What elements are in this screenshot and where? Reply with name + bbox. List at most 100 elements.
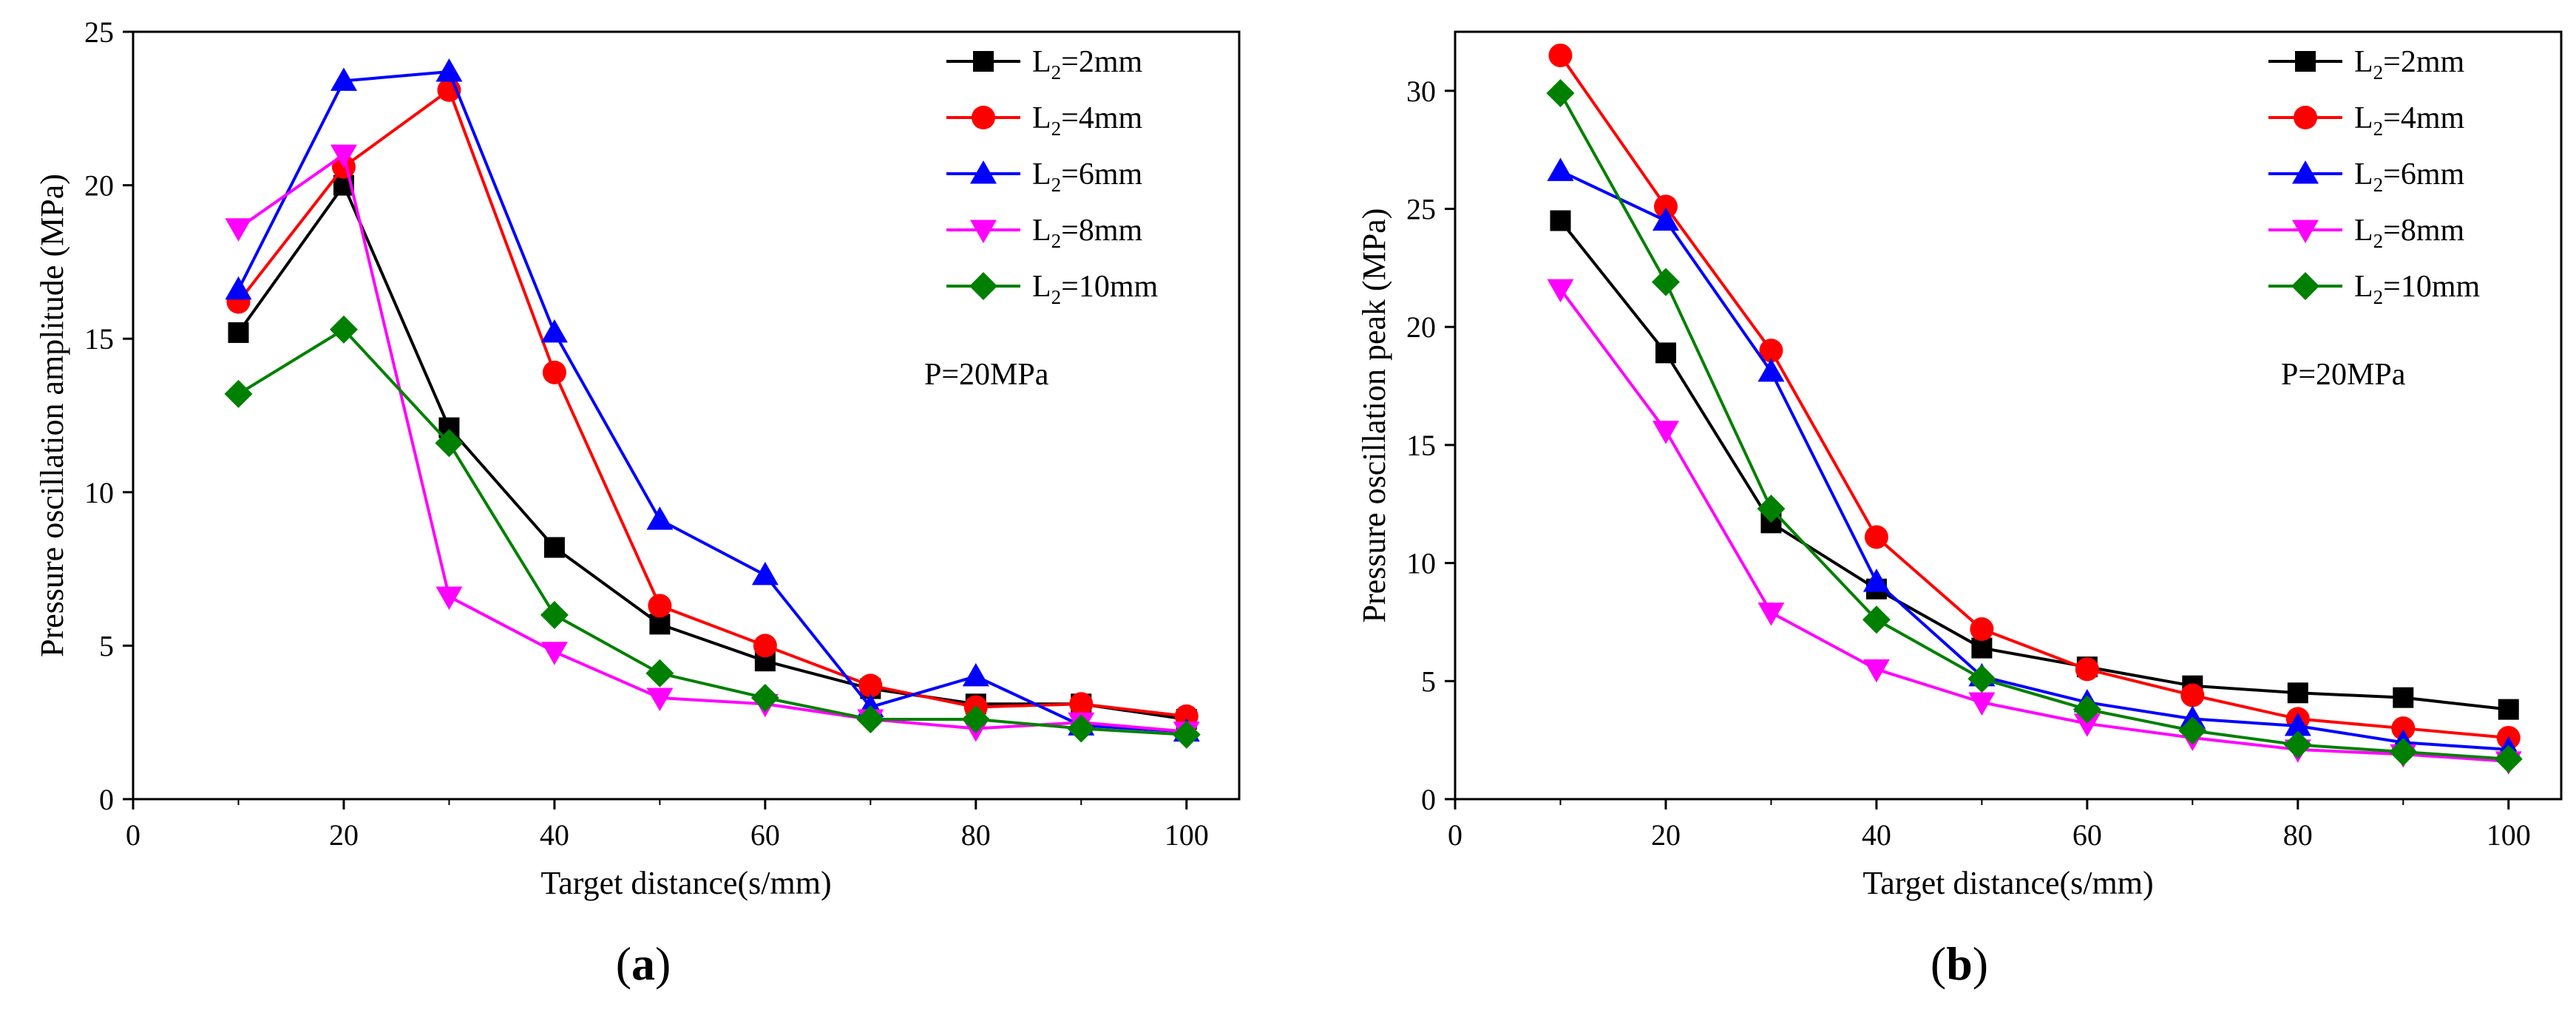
- legend-label-main: L: [2354, 101, 2373, 135]
- legend-label: L2=6mm: [1032, 157, 1143, 196]
- data-point: [2072, 695, 2101, 724]
- legend-label-main: L: [1032, 157, 1051, 191]
- data-point: [435, 58, 463, 82]
- data-point: [228, 322, 249, 343]
- y-axis-title: Pressure oscillation peak (MPa): [1356, 208, 1392, 623]
- data-point: [2287, 682, 2308, 704]
- panel-label: (b): [1931, 937, 1988, 990]
- legend-label-rest: =8mm: [2383, 214, 2464, 248]
- data-point: [2075, 657, 2099, 682]
- legend-label-rest: =2mm: [2383, 45, 2464, 79]
- data-point: [435, 586, 463, 610]
- legend-marker: [2292, 220, 2319, 243]
- x-tick-label: 0: [126, 818, 140, 852]
- legend-entry: L2=10mm: [2268, 270, 2481, 308]
- series-line: [237, 182, 1187, 722]
- series-line: [1559, 220, 2509, 711]
- plot-frame: [1454, 30, 2563, 801]
- legend-label-main: L: [2354, 157, 2373, 191]
- pressure-annotation: P=20MPa: [924, 358, 1049, 392]
- y-tick-label: 5: [1421, 665, 1436, 698]
- legend-label-main: L: [2354, 45, 2373, 79]
- legend-label-main: L: [1032, 270, 1051, 304]
- data-point: [329, 315, 358, 344]
- legend-label-rest: =2mm: [1061, 45, 1142, 79]
- legend-label-sub: 2: [1051, 118, 1062, 140]
- legend-entry: L2=10mm: [946, 270, 1159, 308]
- legend-label: L2=4mm: [2354, 101, 2465, 140]
- data-point: [1757, 495, 1786, 523]
- legend-marker: [972, 106, 995, 129]
- data-point: [750, 683, 779, 712]
- legend-marker: [973, 51, 994, 72]
- series-line: [1559, 169, 2509, 751]
- pressure-annotation: P=20MPa: [2281, 358, 2406, 392]
- data-point: [1862, 568, 1890, 592]
- data-point: [961, 705, 990, 734]
- legend-label: L2=4mm: [1032, 101, 1143, 140]
- data-point: [224, 379, 253, 408]
- legend-label-sub: 2: [1051, 286, 1062, 308]
- legend-label-sub: 2: [2373, 174, 2384, 196]
- legend-entry: L2=4mm: [946, 101, 1143, 140]
- legend-marker: [2295, 51, 2316, 72]
- data-point: [330, 144, 357, 169]
- legend-entry: L2=4mm: [2268, 101, 2465, 140]
- legend-entry: L2=6mm: [2268, 157, 2465, 196]
- data-point: [1758, 358, 1785, 382]
- legend-marker: [2294, 106, 2317, 129]
- series-line: [1559, 92, 2509, 761]
- legend-marker: [2292, 160, 2319, 184]
- data-point: [1172, 720, 1201, 749]
- legend-label-rest: =6mm: [2383, 157, 2464, 191]
- x-tick-label: 60: [2072, 818, 2102, 852]
- data-point: [1862, 659, 1890, 683]
- data-point: [2073, 713, 2101, 737]
- data-point: [543, 537, 565, 558]
- legend-marker: [970, 220, 997, 243]
- legend-marker: [2291, 272, 2319, 300]
- x-tick-label: 80: [2283, 818, 2313, 852]
- data-point: [1651, 268, 1680, 296]
- x-tick-label: 40: [540, 818, 569, 852]
- legend-label-main: L: [2354, 214, 2373, 248]
- data-point: [1758, 602, 1785, 626]
- data-point: [1862, 605, 1891, 634]
- legend-label-main: L: [1032, 101, 1051, 135]
- series-1: [1548, 43, 2521, 750]
- y-tick-label: 0: [99, 783, 114, 816]
- y-tick-label: 0: [1421, 783, 1436, 816]
- data-point: [2498, 699, 2519, 720]
- panel-label-close: ): [1973, 937, 1988, 990]
- y-tick-label: 5: [99, 629, 114, 662]
- chart-panel-a: 0 20 40 60 80 100 0 5 10 15 20 25 Target distance(s/…: [34, 16, 1241, 990]
- legend-label: L2=2mm: [1032, 45, 1143, 84]
- data-point: [1547, 279, 1574, 303]
- legend-entry: L2=8mm: [2268, 214, 2465, 252]
- legend-marker: [969, 272, 997, 300]
- data-point: [646, 506, 674, 530]
- series-line: [237, 87, 1187, 718]
- data-point: [962, 662, 989, 687]
- y-tick-label: 25: [1406, 193, 1436, 226]
- x-tick-label: 100: [1165, 818, 1209, 852]
- x-axis-title: Target distance(s/mm): [1862, 865, 2153, 901]
- data-point: [1864, 525, 1888, 549]
- x-tick-label: 20: [1651, 818, 1681, 852]
- data-point: [1547, 157, 1574, 181]
- legend-label: L2=8mm: [2354, 214, 2465, 252]
- series-0: [228, 174, 1197, 730]
- legend-label-sub: 2: [2373, 286, 2384, 308]
- series-4: [1546, 79, 2523, 773]
- x-axis-title: Target distance(s/mm): [540, 865, 831, 901]
- data-point: [1550, 210, 1571, 231]
- legend-label: L2=2mm: [2354, 45, 2465, 84]
- y-tick-label: 10: [84, 476, 114, 509]
- legend-label-rest: =4mm: [2383, 101, 2464, 135]
- x-tick-label: 0: [1448, 818, 1462, 852]
- data-point: [646, 688, 674, 711]
- legend-label-sub: 2: [2373, 61, 2384, 84]
- legend-label-main: L: [1032, 45, 1051, 79]
- legend-label: L2=6mm: [2354, 157, 2465, 196]
